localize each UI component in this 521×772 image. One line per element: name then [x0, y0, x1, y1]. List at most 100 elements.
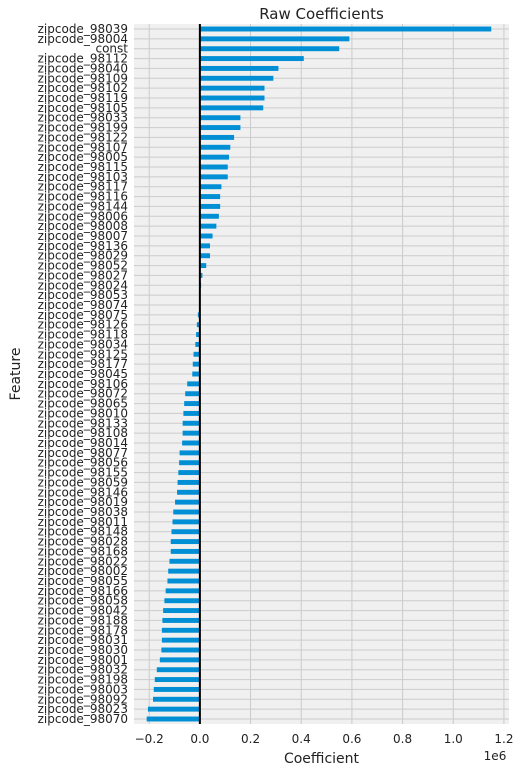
y-tick-label: zipcode_98115 [38, 160, 128, 174]
y-tick-label: zipcode_98155 [38, 466, 128, 480]
bar [168, 568, 200, 574]
bar [192, 361, 200, 367]
y-tick-label: zipcode_98008 [38, 219, 128, 233]
y-tick-label: zipcode_98166 [38, 584, 128, 598]
y-tick-label: zipcode_98002 [38, 564, 128, 578]
bar [159, 657, 200, 663]
bar [199, 174, 228, 180]
x-tick-label: 0.2 [241, 732, 260, 746]
y-tick-label: zipcode_98001 [38, 653, 128, 667]
bar [199, 263, 207, 269]
bar [199, 105, 264, 111]
chart-title: Raw Coefficients [259, 5, 384, 23]
y-tick-label: zipcode_98126 [38, 318, 128, 332]
bar [153, 686, 200, 692]
y-tick-label: zipcode_98030 [38, 643, 128, 657]
x-tick-label: 0.6 [342, 732, 361, 746]
y-tick-label: zipcode_98022 [38, 554, 128, 568]
bar [199, 36, 350, 42]
bar [171, 529, 200, 535]
bar [199, 46, 340, 52]
bar [179, 460, 200, 466]
bar [185, 391, 200, 397]
y-tick-label: const [95, 42, 128, 56]
bar [147, 706, 200, 712]
y-tick-label: zipcode_98024 [38, 278, 128, 292]
bar [199, 115, 241, 121]
y-tick-label: zipcode_98199 [38, 121, 128, 135]
y-tick-label: zipcode_98070 [38, 712, 128, 726]
y-tick-label: zipcode_98178 [38, 623, 128, 637]
bar [199, 223, 217, 229]
y-tick-label: zipcode_98056 [38, 456, 128, 470]
y-tick-label: zipcode_98019 [38, 495, 128, 509]
y-tick-label: zipcode_98004 [38, 32, 128, 46]
y-tick-label: zipcode_98006 [38, 209, 128, 223]
bar [199, 213, 219, 219]
y-tick-label: zipcode_98023 [38, 702, 128, 716]
bar [161, 637, 200, 643]
bar [199, 144, 231, 150]
y-tick-label: zipcode_98003 [38, 682, 128, 696]
x-tick-labels: −0.2 0.0 0.2 0.4 0.6 0.8 1.0 1.2 [135, 732, 514, 746]
bar [179, 450, 200, 456]
y-tick-label: zipcode_98107 [38, 140, 128, 154]
y-tick-label: zipcode_98112 [38, 52, 128, 66]
y-tick-label: zipcode_98032 [38, 663, 128, 677]
y-tick-label: zipcode_98146 [38, 485, 128, 499]
y-tick-label: zipcode_98029 [38, 249, 128, 263]
bar [184, 401, 200, 407]
bar [182, 420, 200, 426]
y-tick-label: zipcode_98125 [38, 347, 128, 361]
x-tick-label: 1.0 [444, 732, 463, 746]
y-tick-label: zipcode_98108 [38, 426, 128, 440]
x-axis-title: Coefficient [284, 751, 360, 767]
bar [199, 134, 235, 140]
bar [192, 371, 200, 377]
x-tick-label: 1.2 [494, 732, 513, 746]
bar [183, 410, 200, 416]
y-tick-label: zipcode_98040 [38, 61, 128, 75]
y-tick-label: zipcode_98007 [38, 229, 128, 243]
x-tick-label: −0.2 [135, 732, 164, 746]
bar [165, 588, 200, 594]
y-tick-labels: zipcode_98039zipcode_98004constzipcode_9… [38, 22, 129, 726]
bar [182, 440, 200, 446]
y-tick-label: zipcode_98065 [38, 397, 128, 411]
x-tick-label: 0.4 [292, 732, 311, 746]
y-tick-label: zipcode_98188 [38, 613, 128, 627]
y-tick-label: zipcode_98136 [38, 239, 128, 253]
y-tick-label: zipcode_98011 [38, 515, 128, 529]
bar [178, 470, 200, 476]
x-tick-label: 0.0 [190, 732, 209, 746]
bar [199, 95, 265, 101]
y-tick-label: zipcode_98102 [38, 81, 128, 95]
y-tick-label: zipcode_98027 [38, 268, 128, 282]
bars [146, 26, 492, 722]
bar [199, 194, 221, 200]
bar [177, 489, 200, 495]
y-tick-label: zipcode_98045 [38, 367, 128, 381]
bar [163, 608, 200, 614]
bar [172, 519, 200, 525]
bar [196, 322, 200, 328]
bar [199, 56, 304, 62]
y-tick-label: zipcode_98116 [38, 190, 128, 204]
bar [161, 647, 200, 653]
bar [170, 548, 200, 554]
y-tick-label: zipcode_98028 [38, 535, 128, 549]
y-tick-label: zipcode_98055 [38, 574, 128, 588]
y-tick-label: zipcode_98168 [38, 544, 128, 558]
y-tick-label: zipcode_98118 [38, 328, 128, 342]
bar [182, 430, 200, 436]
bar [169, 558, 200, 564]
y-tick-label: zipcode_98034 [38, 337, 128, 351]
bar [199, 154, 230, 160]
y-tick-label: zipcode_98119 [38, 91, 128, 105]
y-axis-title: Feature [8, 348, 24, 401]
bar [199, 26, 492, 32]
y-tick-label: zipcode_98058 [38, 594, 128, 608]
y-tick-label: zipcode_98103 [38, 170, 128, 184]
y-tick-label: zipcode_98177 [38, 357, 128, 371]
y-tick-label: zipcode_98072 [38, 387, 128, 401]
